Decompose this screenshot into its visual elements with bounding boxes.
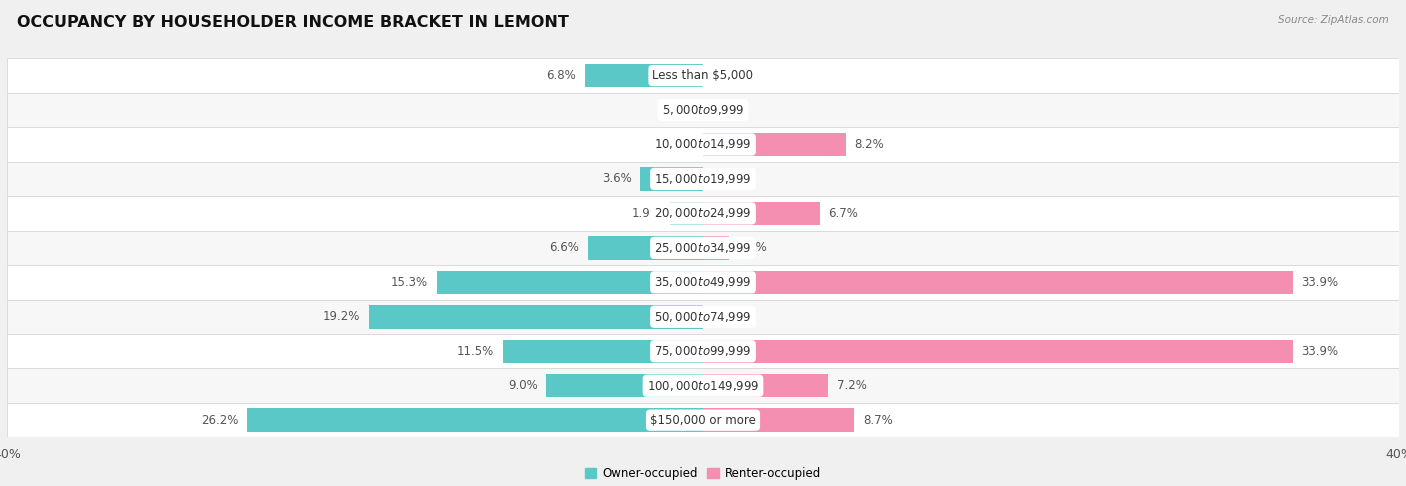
Text: $50,000 to $74,999: $50,000 to $74,999	[654, 310, 752, 324]
Text: $35,000 to $49,999: $35,000 to $49,999	[654, 276, 752, 289]
Text: $100,000 to $149,999: $100,000 to $149,999	[647, 379, 759, 393]
Text: 15.3%: 15.3%	[391, 276, 427, 289]
Bar	[247, 408, 703, 432]
Text: 3.6%: 3.6%	[602, 173, 631, 186]
Legend: Owner-occupied, Renter-occupied: Owner-occupied, Renter-occupied	[579, 462, 827, 485]
Text: $150,000 or more: $150,000 or more	[650, 414, 756, 427]
Text: Source: ZipAtlas.com: Source: ZipAtlas.com	[1278, 15, 1389, 25]
Text: OCCUPANCY BY HOUSEHOLDER INCOME BRACKET IN LEMONT: OCCUPANCY BY HOUSEHOLDER INCOME BRACKET …	[17, 15, 569, 30]
Bar	[640, 167, 703, 191]
Bar	[703, 408, 855, 432]
Text: 0.0%: 0.0%	[711, 310, 741, 323]
Text: 0.0%: 0.0%	[711, 69, 741, 82]
Text: 0.0%: 0.0%	[711, 173, 741, 186]
Bar	[703, 133, 845, 156]
FancyBboxPatch shape	[7, 403, 1399, 437]
Text: 0.0%: 0.0%	[665, 104, 695, 117]
Bar	[588, 236, 703, 260]
FancyBboxPatch shape	[7, 127, 1399, 162]
FancyBboxPatch shape	[7, 334, 1399, 368]
Bar	[703, 271, 1294, 294]
Text: Less than $5,000: Less than $5,000	[652, 69, 754, 82]
FancyBboxPatch shape	[7, 368, 1399, 403]
FancyBboxPatch shape	[7, 196, 1399, 231]
Text: 6.7%: 6.7%	[828, 207, 858, 220]
FancyBboxPatch shape	[7, 93, 1399, 127]
Bar	[703, 340, 1294, 363]
Text: 26.2%: 26.2%	[201, 414, 239, 427]
Text: 6.6%: 6.6%	[550, 242, 579, 254]
Text: 8.7%: 8.7%	[863, 414, 893, 427]
Bar	[503, 340, 703, 363]
Text: 33.9%: 33.9%	[1302, 345, 1339, 358]
FancyBboxPatch shape	[7, 58, 1399, 93]
Text: 11.5%: 11.5%	[457, 345, 495, 358]
Bar	[437, 271, 703, 294]
Text: 0.0%: 0.0%	[665, 138, 695, 151]
FancyBboxPatch shape	[7, 299, 1399, 334]
FancyBboxPatch shape	[7, 162, 1399, 196]
Bar	[703, 236, 730, 260]
Bar	[585, 64, 703, 87]
FancyBboxPatch shape	[7, 265, 1399, 299]
Text: $5,000 to $9,999: $5,000 to $9,999	[662, 103, 744, 117]
FancyBboxPatch shape	[7, 231, 1399, 265]
Text: 19.2%: 19.2%	[323, 310, 360, 323]
Bar	[669, 202, 703, 225]
Text: 1.5%: 1.5%	[738, 242, 768, 254]
Text: $10,000 to $14,999: $10,000 to $14,999	[654, 138, 752, 152]
Text: $15,000 to $19,999: $15,000 to $19,999	[654, 172, 752, 186]
Text: 0.0%: 0.0%	[711, 104, 741, 117]
Text: $25,000 to $34,999: $25,000 to $34,999	[654, 241, 752, 255]
Text: 9.0%: 9.0%	[508, 379, 537, 392]
Text: 1.9%: 1.9%	[631, 207, 661, 220]
Bar	[368, 305, 703, 329]
Bar	[547, 374, 703, 398]
Bar	[703, 202, 820, 225]
Text: $75,000 to $99,999: $75,000 to $99,999	[654, 344, 752, 358]
Text: 33.9%: 33.9%	[1302, 276, 1339, 289]
Text: 7.2%: 7.2%	[837, 379, 868, 392]
Text: 8.2%: 8.2%	[855, 138, 884, 151]
Text: $20,000 to $24,999: $20,000 to $24,999	[654, 207, 752, 220]
Text: 6.8%: 6.8%	[547, 69, 576, 82]
Bar	[703, 374, 828, 398]
